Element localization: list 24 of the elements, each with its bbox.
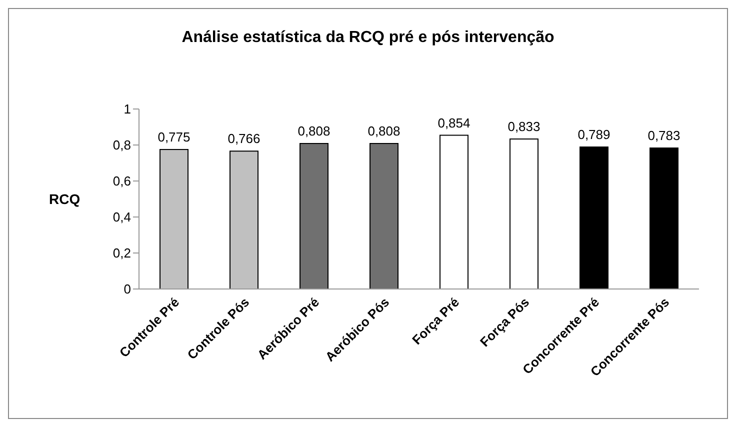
data-label: 0,789 [578, 126, 610, 142]
data-label: 0,783 [648, 128, 680, 144]
y-tick-label: 0,2 [112, 246, 131, 261]
bar [440, 134, 468, 289]
bar [650, 148, 678, 289]
bar [230, 150, 258, 289]
y-axis-title: RCQ [49, 191, 80, 207]
bar [160, 149, 188, 289]
data-label: 0,808 [368, 124, 400, 139]
bar [580, 146, 608, 289]
bar [300, 143, 328, 289]
y-tick-label: 0,8 [112, 138, 131, 153]
data-label: 0,775 [158, 130, 190, 144]
bar [370, 143, 398, 289]
y-tick-label: 0,4 [112, 210, 131, 225]
data-label: 0,808 [298, 124, 330, 139]
y-tick-label: 0,6 [112, 174, 131, 189]
y-tick-label: 0 [124, 282, 131, 297]
data-label: 0,854 [438, 115, 470, 130]
data-label: 0,833 [508, 119, 540, 134]
data-label: 0,766 [228, 131, 260, 146]
chart-title: Análise estatística da RCQ pré e pós intervenção [180, 29, 556, 47]
y-tick-label: 1 [124, 102, 131, 117]
bar [510, 138, 538, 289]
